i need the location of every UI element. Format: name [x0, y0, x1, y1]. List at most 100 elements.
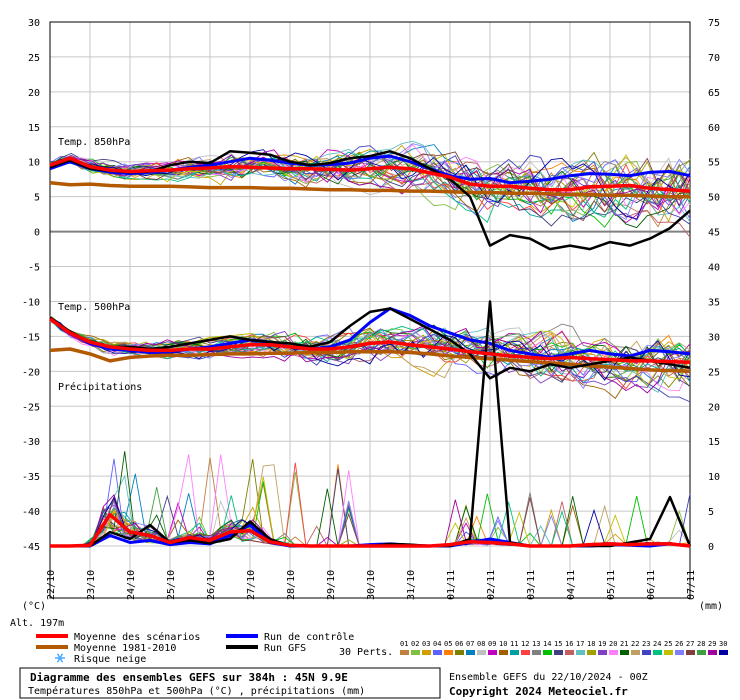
- right-tick-label: 5: [708, 507, 714, 518]
- member-swatch: [543, 650, 552, 655]
- member-swatch: [653, 650, 662, 655]
- x-tick-label: 28/10: [286, 570, 297, 600]
- panel-label-precip: Précipitations: [58, 381, 142, 393]
- legend-label-snow: Risque neige: [74, 654, 146, 665]
- right-tick-label: 35: [708, 297, 720, 308]
- right-tick-label: 40: [708, 263, 720, 274]
- x-tick-label: 04/11: [566, 570, 577, 600]
- left-tick-label: -10: [22, 297, 40, 308]
- member-number: 30: [719, 640, 727, 648]
- series-moyenne-des-sc-narios-850: [49, 156, 691, 193]
- series-run-gfs-500: [49, 307, 691, 380]
- x-tick-label: 23/10: [86, 570, 97, 600]
- right-tick-label: 65: [708, 88, 720, 99]
- x-tick-label: 25/10: [166, 570, 177, 600]
- series-moyenne-des-sc-narios-precip: [50, 512, 691, 548]
- x-tick-label: 01/11: [446, 570, 457, 600]
- member-number: 03: [422, 640, 430, 648]
- member-swatch: [488, 650, 497, 655]
- footer-title: Diagramme des ensembles GEFS sur 384h : …: [30, 671, 348, 684]
- left-tick-label: 30: [28, 18, 40, 29]
- left-tick-label: 20: [28, 88, 40, 99]
- member-swatch: [411, 650, 420, 655]
- right-tick-label: 20: [708, 402, 720, 413]
- footer-box: [19, 667, 441, 699]
- member-swatch: [587, 650, 596, 655]
- right-tick-label: 50: [708, 193, 720, 204]
- member-swatch: [664, 650, 673, 655]
- member-swatch: [565, 650, 574, 655]
- axes: 302520151050-5-10-15-20-25-30-35-40-4575…: [22, 18, 720, 600]
- left-tick-label: 5: [34, 193, 40, 204]
- snowflake-icon: [55, 653, 65, 663]
- member-swatch: [620, 650, 629, 655]
- member-number: 09: [488, 640, 496, 648]
- member-line-850: [49, 149, 691, 220]
- member-swatch: [477, 650, 486, 655]
- member-number: 08: [477, 640, 485, 648]
- member-number: 01: [400, 640, 408, 648]
- member-swatch: [532, 650, 541, 655]
- member-swatch: [719, 650, 728, 655]
- panel-label-500: Temp. 500hPa: [58, 302, 130, 313]
- member-number: 24: [653, 640, 661, 648]
- right-tick-label: 25: [708, 367, 720, 378]
- footer-run: Ensemble GEFS du 22/10/2024 - 00Z: [449, 672, 648, 683]
- legend: Moyenne des scénarios Moyenne 1981-2010 …: [36, 631, 728, 665]
- member-number: 16: [565, 640, 573, 648]
- left-tick-label: -25: [22, 402, 40, 413]
- member-number: 13: [532, 640, 540, 648]
- left-tick-label: -5: [28, 263, 40, 274]
- left-tick-label: -35: [22, 472, 40, 483]
- member-swatch: [521, 650, 530, 655]
- member-number: 28: [697, 640, 705, 648]
- left-tick-label: 0: [34, 228, 40, 239]
- left-tick-label: -40: [22, 507, 40, 518]
- panel-label-850: Temp. 850hPa: [58, 137, 130, 148]
- footer-subtitle: Températures 850hPa et 500hPa (°C) , pré…: [28, 685, 365, 697]
- member-number: 26: [675, 640, 683, 648]
- member-number: 12: [521, 640, 529, 648]
- x-tick-label: 03/11: [526, 570, 537, 600]
- member-swatch: [466, 650, 475, 655]
- left-tick-label: -30: [22, 437, 40, 448]
- member-swatch: [708, 650, 717, 655]
- right-tick-label: 0: [708, 542, 714, 553]
- x-tick-label: 06/11: [646, 570, 657, 600]
- member-swatch: [433, 650, 442, 655]
- member-number: 17: [576, 640, 584, 648]
- x-tick-label: 26/10: [206, 570, 217, 600]
- left-tick-label: -45: [22, 542, 40, 553]
- x-tick-label: 30/10: [366, 570, 377, 600]
- perts-label: 30 Perts.: [339, 647, 393, 658]
- member-number: 04: [433, 640, 441, 648]
- x-tick-label: 29/10: [326, 570, 337, 600]
- member-swatch: [598, 650, 607, 655]
- member-swatch: [686, 650, 695, 655]
- right-tick-label: 45: [708, 228, 720, 239]
- member-number: 25: [664, 640, 672, 648]
- member-swatch: [609, 650, 618, 655]
- member-number: 23: [642, 640, 650, 648]
- right-unit-label: (mm): [699, 601, 723, 612]
- member-number: 15: [554, 640, 562, 648]
- member-number: 18: [587, 640, 595, 648]
- member-number: 11: [510, 640, 518, 648]
- legend-label-gfs: Run GFS: [264, 643, 306, 654]
- x-tick-label: 24/10: [126, 570, 137, 600]
- right-tick-label: 60: [708, 123, 720, 134]
- member-number: 22: [631, 640, 639, 648]
- member-swatch: [642, 650, 651, 655]
- legend-label-mean: Moyenne des scénarios: [74, 631, 200, 643]
- x-tick-label: 31/10: [406, 570, 417, 600]
- right-tick-label: 75: [708, 18, 720, 29]
- member-number: 19: [598, 640, 606, 648]
- member-number: 02: [411, 640, 419, 648]
- member-line-850: [49, 156, 691, 218]
- member-swatch: [697, 650, 706, 655]
- left-tick-label: 15: [28, 123, 40, 134]
- series-moyenne-des-sc-narios-500: [48, 317, 691, 365]
- right-tick-label: 30: [708, 332, 720, 343]
- member-line-850: [49, 156, 691, 203]
